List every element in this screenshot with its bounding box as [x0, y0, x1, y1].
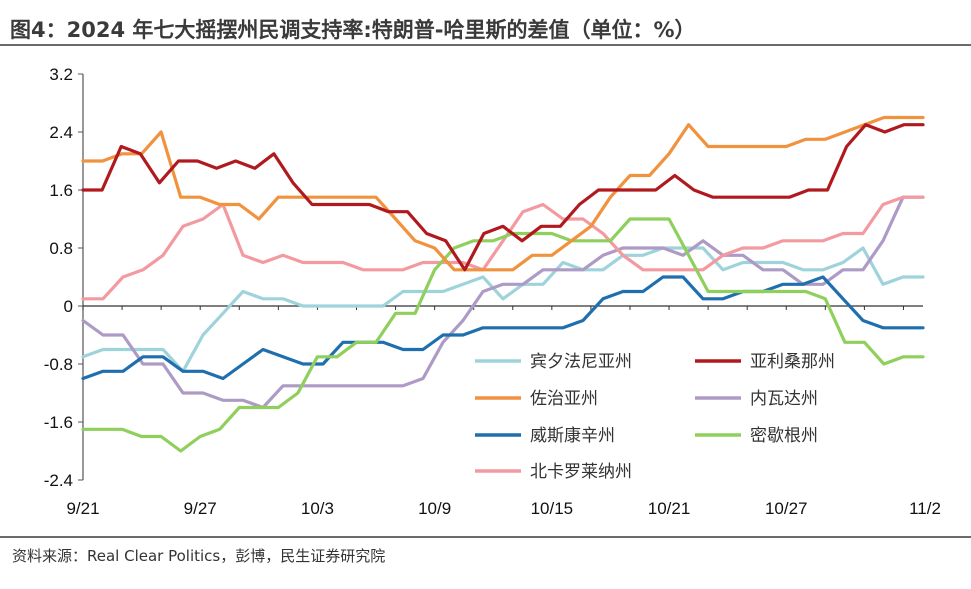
title-rule	[0, 44, 971, 46]
x-tick-label: 11/2	[909, 499, 941, 518]
y-tick-label: 0	[64, 297, 73, 316]
legend-label: 北卡罗莱纳州	[530, 462, 632, 482]
chart-series	[81, 115, 925, 453]
legend-item: 威斯康辛州	[475, 426, 615, 446]
legend-item: 佐治亚州	[475, 389, 598, 409]
legend-label: 威斯康辛州	[530, 426, 615, 446]
legend-label: 亚利桑那州	[750, 352, 835, 372]
x-tick-label: 10/15	[531, 499, 574, 518]
series-line	[81, 115, 925, 272]
y-tick-label: 2.4	[49, 123, 73, 142]
x-tick-label: 9/27	[184, 499, 217, 518]
series-line	[81, 246, 925, 373]
legend-label: 宾夕法尼亚州	[530, 352, 632, 372]
y-tick-label: -2.4	[44, 471, 73, 490]
series-line	[81, 123, 925, 272]
x-tick-label: 10/3	[301, 499, 334, 518]
y-tick-label: 1.6	[49, 181, 73, 200]
legend-item: 密歇根州	[695, 426, 818, 446]
x-tick-label: 10/27	[765, 499, 808, 518]
series-line	[81, 195, 925, 410]
chart-title: 图4：2024 年七大摇摆州民调支持率:特朗普-哈里斯的差值（单位：%）	[10, 18, 696, 42]
source-note: 资料来源：Real Clear Politics，彭博，民生证券研究院	[12, 547, 386, 565]
y-tick-label: -0.8	[44, 355, 73, 374]
series-line	[81, 275, 925, 381]
legend-item: 宾夕法尼亚州	[475, 352, 632, 372]
y-tick-label: 3.2	[49, 65, 73, 84]
x-tick-label: 10/9	[418, 499, 451, 518]
source-rule	[0, 536, 971, 538]
y-tick-label: -1.6	[44, 413, 73, 432]
legend-item: 亚利桑那州	[695, 352, 835, 372]
x-tick-label: 10/21	[648, 499, 691, 518]
series-line	[81, 217, 925, 453]
y-tick-label: 0.8	[49, 239, 73, 258]
legend-item: 内瓦达州	[695, 389, 818, 409]
legend-label: 内瓦达州	[750, 389, 818, 409]
legend-item: 北卡罗莱纳州	[475, 462, 632, 482]
legend-label: 佐治亚州	[530, 389, 598, 409]
x-tick-label: 9/21	[66, 499, 99, 518]
legend-label: 密歇根州	[750, 426, 818, 446]
chart-axes: 3.2 2.4 1.6 0.8 0 -0.8 -1.6 -2.4 9/21 9/27 10/3 10/…	[44, 65, 941, 518]
